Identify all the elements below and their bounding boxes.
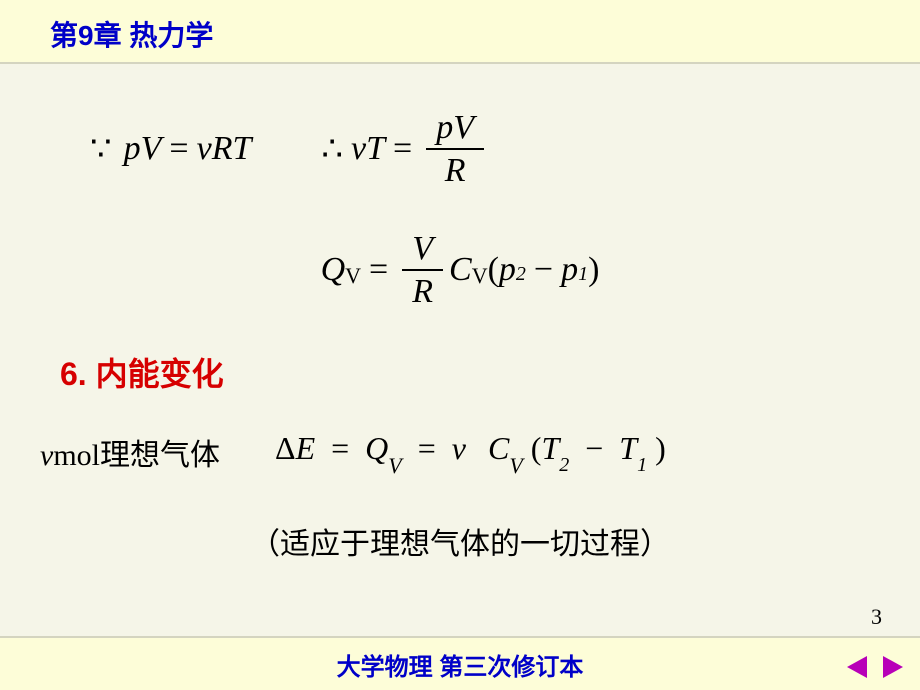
arrow-left-icon <box>847 656 867 678</box>
eq3-C-sub: V <box>509 453 522 478</box>
minus-sign-2: − <box>585 430 603 466</box>
eq1-rt: RT <box>212 130 252 168</box>
eq2-C-sub: V <box>472 263 488 289</box>
eq2-p2-sub: 2 <box>516 263 526 286</box>
minus-sign: − <box>534 251 553 289</box>
because-symbol: ∵ <box>90 129 112 169</box>
open-paren: ( <box>488 251 499 289</box>
eq3-Q: Q <box>365 430 388 466</box>
equals-sign: = <box>169 130 188 168</box>
eq3-nu: ν <box>452 430 466 466</box>
delta-e-equation: ΔE = QV = ν CV (T2 − T1 ) <box>275 430 666 472</box>
equals-sign-2: = <box>393 130 412 168</box>
therefore-symbol: ∴ <box>321 129 343 169</box>
eq3-Q-sub: V <box>388 453 401 478</box>
note-text: （适应于理想气体的一切过程） <box>50 519 870 563</box>
slide-content: ∵ pV = ν RT ∴ ν T = pV R QV = V R CV ( p… <box>0 64 920 563</box>
eq1b-T: T <box>366 130 385 168</box>
arrow-right-icon <box>883 656 903 678</box>
equation-row-3: νmol理想气体 ΔE = QV = ν CV (T2 − T1 ) <box>50 430 870 474</box>
eq3-E: E <box>296 430 316 466</box>
eq3-T2: T <box>541 430 559 466</box>
eq1b-nu: ν <box>351 130 366 168</box>
page-number: 3 <box>871 604 882 630</box>
row3-label: νmol理想气体 <box>40 430 220 474</box>
eq2-C: C <box>449 251 472 289</box>
eq3-T2-sub: 2 <box>559 454 569 476</box>
delta-symbol: Δ <box>275 430 296 466</box>
equals-sign-3: = <box>369 251 388 289</box>
section-heading: 6. 内能变化 <box>60 349 870 395</box>
eq3-C: C <box>488 430 509 466</box>
eq1-lhs: pV <box>124 130 162 168</box>
equation-row-2: QV = V R CV ( p2 − p1 ) <box>50 230 870 311</box>
chapter-title: 第9章 热力学 <box>50 14 870 54</box>
fraction-v-r: V R <box>402 230 443 311</box>
nav-buttons <box>842 654 908 680</box>
equation-row-1: ∵ pV = ν RT ∴ ν T = pV R <box>90 109 870 190</box>
slide-header: 第9章 热力学 <box>0 0 920 64</box>
eq3-T1-sub: 1 <box>637 454 647 476</box>
eq2-p1: p <box>561 251 578 289</box>
close-paren: ) <box>588 251 599 289</box>
fraction-pv-r: pV R <box>426 109 484 190</box>
footer-text: 大学物理 第三次修订本 <box>337 647 584 682</box>
eq1-nu: ν <box>197 130 212 168</box>
slide-footer: 大学物理 第三次修订本 <box>0 636 920 690</box>
prev-button[interactable] <box>842 654 872 680</box>
next-button[interactable] <box>878 654 908 680</box>
eq2-Q-sub: V <box>345 263 361 289</box>
eq2-Q: Q <box>321 251 346 289</box>
eq3-T1: T <box>619 430 637 466</box>
eq2-p1-sub: 1 <box>578 263 588 286</box>
eq2-p2: p <box>499 251 516 289</box>
